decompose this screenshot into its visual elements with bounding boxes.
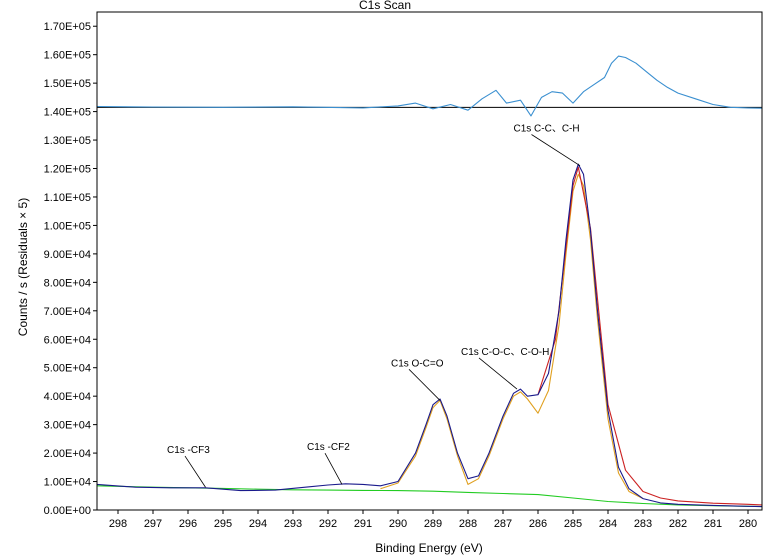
y-tick-label-0: 0.00E+00 (44, 505, 91, 517)
annotation-leader-4 (184, 455, 206, 488)
x-tick-label-17: 281 (704, 518, 722, 530)
y-tick-label-17: 1.70E+05 (44, 21, 91, 33)
y-tick-label-9: 9.00E+04 (44, 249, 91, 261)
x-tick-label-0: 298 (109, 518, 127, 530)
y-tick-label-1: 1.00E+04 (44, 477, 91, 489)
x-tick-label-6: 292 (319, 518, 337, 530)
series-line-4 (96, 55, 763, 117)
x-tick-label-1: 297 (144, 518, 162, 530)
annotation-label-1: C1s C-O-C、C-O-H (461, 347, 549, 358)
plot-area: C1s C-C、C-H C1s C-O-C、C-O-H C1s O-C=O C1s -… (96, 55, 763, 508)
x-tick-label-9: 289 (424, 518, 442, 530)
plot-frame (96, 11, 763, 511)
x-tick-label-15: 283 (634, 518, 652, 530)
y-tick-label-8: 8.00E+04 (44, 277, 91, 289)
y-tick-label-4: 4.00E+04 (44, 391, 91, 403)
annotation-label-0: C1s C-C、C-H (514, 124, 580, 135)
y-tick-label-2: 2.00E+04 (44, 448, 91, 460)
x-tick-label-7: 291 (354, 518, 372, 530)
y-tick-label-7: 7.00E+04 (44, 306, 91, 318)
x-tick-label-18: 280 (739, 518, 757, 530)
x-axis-title: Binding Energy (eV) (375, 541, 482, 555)
x-tick-label-14: 284 (599, 518, 617, 530)
chart-title: C1s Scan (359, 0, 411, 12)
x-tick-label-2: 296 (179, 518, 197, 530)
x-tick-label-11: 287 (494, 518, 512, 530)
series-line-0 (96, 163, 763, 508)
y-tick-label-15: 1.50E+05 (44, 78, 91, 90)
x-tick-label-12: 286 (529, 518, 547, 530)
y-tick-label-13: 1.30E+05 (44, 135, 91, 147)
x-tick-label-3: 295 (214, 518, 232, 530)
annotation-leader-1 (478, 357, 518, 390)
series-line-1 (537, 166, 763, 506)
x-tick-label-5: 293 (284, 518, 302, 530)
y-axis-title: Counts / s (Residuals × 5) (16, 198, 30, 336)
axes: 0.00E+00 1.00E+04 2.00E+04 3.00E+04 4.00E+04… (44, 11, 763, 530)
annotation-leader-3 (324, 453, 343, 485)
x-tick-label-13: 285 (564, 518, 582, 530)
series-line-2 (380, 173, 644, 500)
y-tick-label-6: 6.00E+04 (44, 334, 91, 346)
y-tick-label-12: 1.20E+05 (44, 164, 91, 176)
annotation-label-4: C1s -CF3 (167, 445, 210, 456)
annotation-leader-2 (408, 369, 441, 401)
y-tick-label-11: 1.10E+05 (44, 192, 91, 204)
x-tick-label-16: 282 (669, 518, 687, 530)
y-tick-label-16: 1.60E+05 (44, 50, 91, 62)
y-tick-label-14: 1.40E+05 (44, 107, 91, 119)
y-tick-label-10: 1.00E+05 (44, 220, 91, 232)
x-tick-label-4: 294 (249, 518, 267, 530)
x-tick-label-8: 290 (389, 518, 407, 530)
series-line-3 (96, 485, 763, 508)
annotation-label-3: C1s -CF2 (307, 442, 350, 453)
x-tick-label-10: 288 (459, 518, 477, 530)
annotation-label-2: C1s O-C=O (391, 358, 444, 369)
y-tick-label-5: 5.00E+04 (44, 363, 91, 375)
y-tick-label-3: 3.00E+04 (44, 420, 91, 432)
annotation-leader-0 (531, 134, 581, 167)
